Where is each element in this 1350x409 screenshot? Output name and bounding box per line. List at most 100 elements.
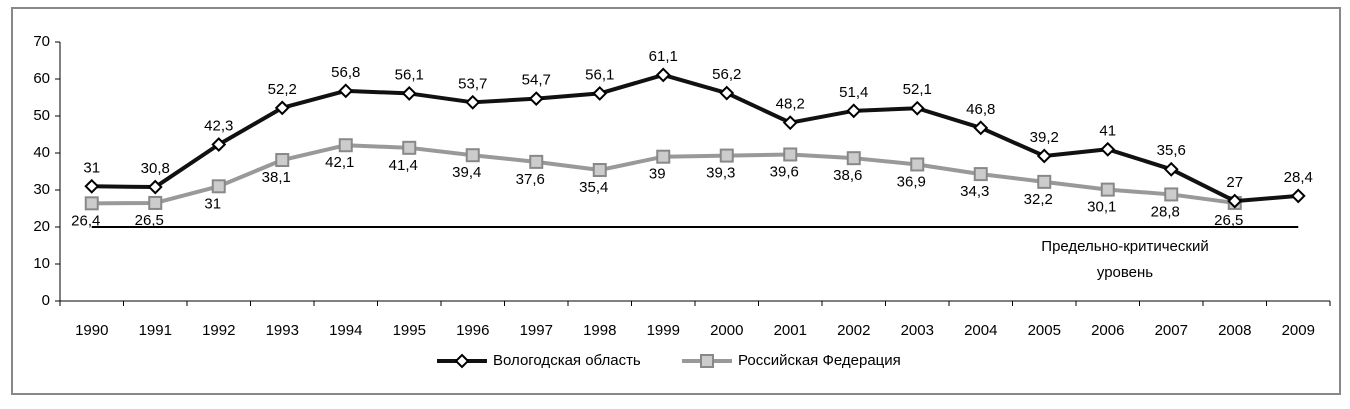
data-label: 31 — [204, 195, 221, 212]
marker — [402, 140, 417, 155]
x-tick-label: 2007 — [1155, 322, 1188, 339]
y-tick-label: 50 — [33, 107, 50, 124]
marker — [973, 120, 989, 136]
data-label: 39,6 — [770, 163, 799, 180]
data-label: 41 — [1099, 122, 1116, 139]
marker — [719, 85, 735, 101]
legend-label: Вологодская область — [493, 352, 641, 369]
series-line — [91, 72, 1299, 204]
marker — [1037, 174, 1052, 189]
data-label: 51,4 — [839, 84, 868, 101]
data-label: 28,8 — [1151, 203, 1180, 220]
marker — [465, 148, 480, 163]
marker — [1163, 161, 1179, 177]
x-tick-label: 2004 — [964, 322, 997, 339]
data-label: 56,1 — [395, 66, 424, 83]
data-label: 35,6 — [1157, 142, 1186, 159]
data-label: 38,1 — [262, 169, 291, 186]
marker — [973, 167, 988, 182]
x-tick-label: 2001 — [774, 322, 807, 339]
x-tick-label: 1991 — [139, 322, 172, 339]
data-label: 32,2 — [1024, 191, 1053, 208]
x-tick-label: 2002 — [837, 322, 870, 339]
data-label: 41,4 — [389, 157, 418, 174]
data-label: 35,4 — [579, 179, 608, 196]
data-label: 48,2 — [776, 96, 805, 113]
x-tick-label: 2000 — [710, 322, 743, 339]
data-label: 52,2 — [268, 81, 297, 98]
data-label: 42,3 — [204, 117, 233, 134]
data-label: 39,4 — [452, 164, 481, 181]
data-label: 31 — [83, 159, 100, 176]
marker — [529, 154, 544, 169]
marker — [846, 103, 862, 119]
marker — [1227, 193, 1243, 209]
marker — [1100, 182, 1115, 197]
y-tick-label: 0 — [42, 292, 50, 309]
marker — [84, 196, 99, 211]
marker — [592, 163, 607, 178]
data-label: 54,7 — [522, 72, 551, 89]
marker — [148, 195, 163, 210]
marker — [909, 100, 925, 116]
marker — [592, 86, 608, 101]
marker — [1036, 148, 1052, 164]
data-label: 39,3 — [706, 165, 735, 182]
marker — [1164, 187, 1179, 202]
marker — [719, 148, 734, 163]
data-label: 53,7 — [458, 75, 487, 92]
data-label: 37,6 — [516, 171, 545, 188]
marker — [1100, 141, 1116, 157]
data-label: 26,4 — [71, 212, 100, 229]
marker — [274, 100, 290, 116]
marker — [783, 147, 798, 162]
x-tick-label: 1996 — [456, 322, 489, 339]
marker — [84, 178, 100, 194]
marker — [454, 353, 470, 369]
marker — [147, 179, 163, 195]
marker — [782, 115, 798, 131]
x-tick-label: 1992 — [202, 322, 235, 339]
data-label: 30,8 — [141, 160, 170, 177]
marker — [1290, 188, 1306, 204]
y-tick-label: 70 — [33, 33, 50, 50]
data-label: 28,4 — [1284, 169, 1313, 186]
data-label: 38,6 — [833, 167, 862, 184]
marker — [656, 149, 671, 164]
x-tick-label: 1993 — [266, 322, 299, 339]
y-tick-label: 40 — [33, 144, 50, 161]
marker — [211, 179, 226, 194]
legend-label: Российская Федерация — [738, 352, 901, 369]
data-label: 26,5 — [135, 212, 164, 229]
data-label: 26,5 — [1214, 212, 1243, 229]
marker — [465, 94, 481, 110]
x-tick-label: 2006 — [1091, 322, 1124, 339]
marker — [700, 354, 714, 368]
data-label: 34,3 — [960, 183, 989, 200]
data-label: 56,1 — [585, 66, 614, 83]
x-tick-label: 2008 — [1218, 322, 1251, 339]
data-label: 39,2 — [1030, 129, 1059, 146]
marker — [528, 91, 544, 107]
data-label: 39 — [649, 166, 666, 183]
marker — [846, 151, 861, 166]
marker — [655, 67, 671, 83]
marker — [338, 83, 354, 99]
data-label: 56,2 — [712, 66, 741, 83]
data-label: 61,1 — [649, 48, 678, 65]
data-label: 42,1 — [325, 154, 354, 171]
data-label: 46,8 — [966, 101, 995, 118]
x-tick-label: 2003 — [901, 322, 934, 339]
x-tick-label: 1999 — [647, 322, 680, 339]
data-label: 30,1 — [1087, 199, 1116, 216]
x-tick-label: 1998 — [583, 322, 616, 339]
x-tick-label: 1997 — [520, 322, 553, 339]
x-tick-label: 1994 — [329, 322, 362, 339]
annotation: уровень — [1097, 264, 1153, 281]
x-tick-label: 1990 — [75, 322, 108, 339]
data-label: 27 — [1226, 174, 1243, 191]
y-tick-label: 60 — [33, 70, 50, 87]
x-tick-label: 2005 — [1028, 322, 1061, 339]
marker — [211, 137, 227, 152]
